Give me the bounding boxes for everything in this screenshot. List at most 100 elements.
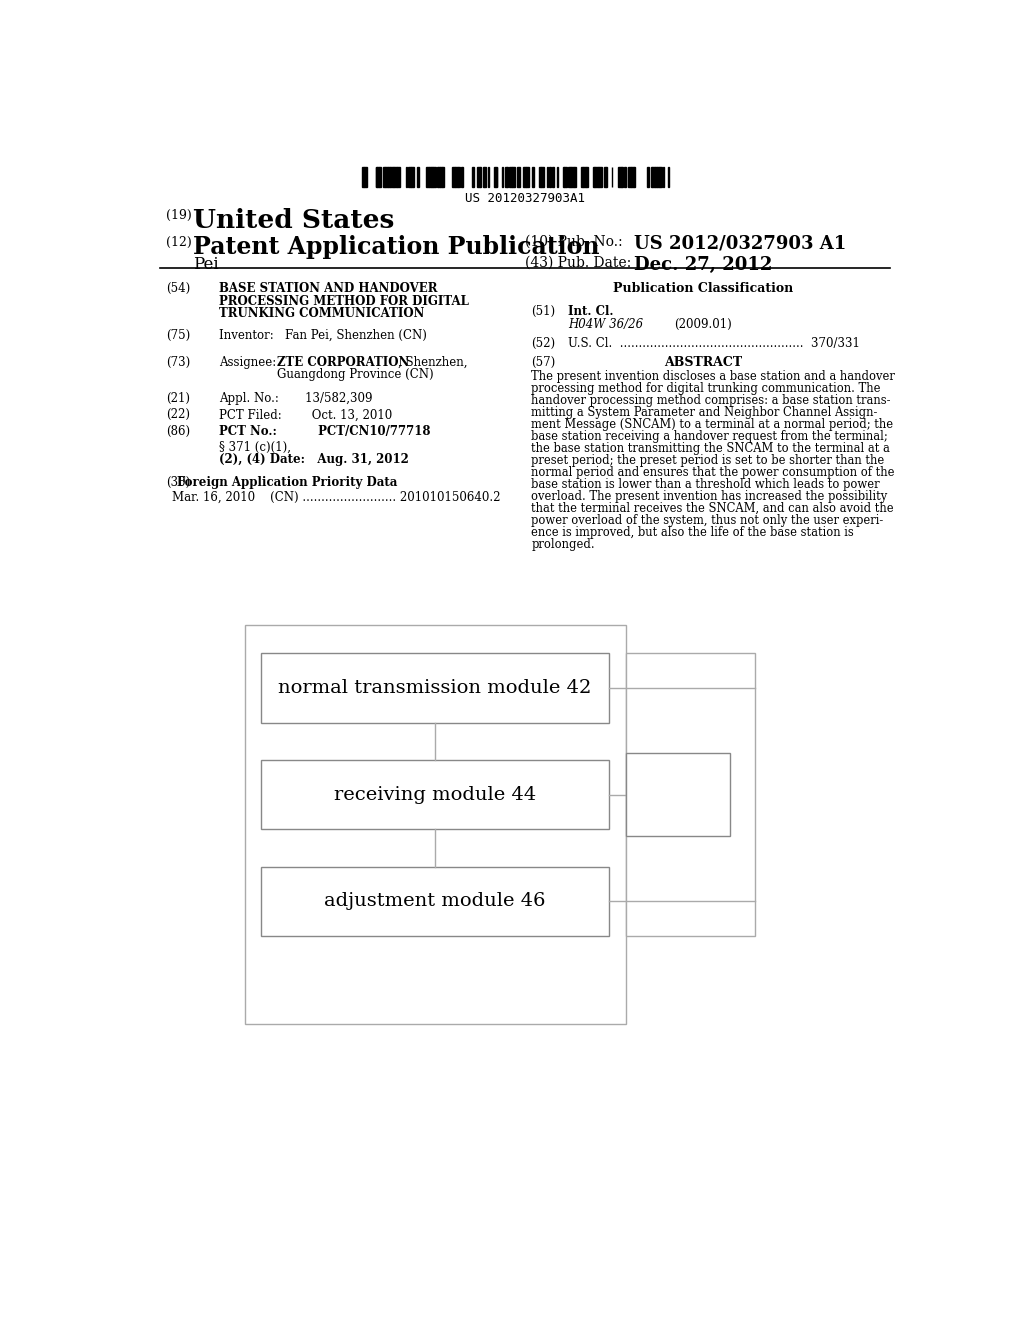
Text: that the terminal receives the SNCAM, and can also avoid the: that the terminal receives the SNCAM, an… [531, 502, 894, 515]
Text: U.S. Cl.  .................................................  370/331: U.S. Cl. ...............................… [568, 338, 860, 350]
Text: (2), (4) Date:   Aug. 31, 2012: (2), (4) Date: Aug. 31, 2012 [219, 453, 410, 466]
Text: base station is lower than a threshold which leads to power: base station is lower than a threshold w… [531, 478, 880, 491]
Bar [595, 166, 598, 187]
Bar [541, 166, 544, 187]
Bar [618, 166, 622, 187]
Bar [409, 166, 412, 187]
Bar [562, 166, 564, 187]
Bar [627, 653, 755, 936]
Text: Appl. No.:       13/582,309: Appl. No.: 13/582,309 [219, 392, 373, 405]
Text: Guangdong Province (CN): Guangdong Province (CN) [278, 368, 434, 380]
Text: adjustment module 46: adjustment module 46 [325, 892, 546, 911]
Text: ment Message (SNCAM) to a terminal at a normal period; the: ment Message (SNCAM) to a terminal at a … [531, 418, 893, 430]
Bar [484, 166, 486, 187]
Bar [362, 166, 365, 187]
Text: (54): (54) [166, 282, 190, 296]
Text: ence is improved, but also the life of the base station is: ence is improved, but also the life of t… [531, 525, 854, 539]
Bar [664, 166, 665, 187]
Bar [246, 624, 627, 1024]
Text: (57): (57) [531, 355, 555, 368]
Bar [393, 166, 396, 187]
Bar [632, 166, 635, 187]
Bar [380, 166, 381, 187]
Bar [568, 166, 570, 187]
Bar [462, 166, 463, 187]
Bar [442, 166, 444, 187]
Bar [455, 166, 458, 187]
Bar [506, 166, 507, 187]
Text: base station: base station [321, 653, 490, 680]
Bar [604, 166, 606, 187]
Text: Dec. 27, 2012: Dec. 27, 2012 [634, 256, 773, 275]
Bar [429, 166, 431, 187]
Bar [512, 166, 515, 187]
Text: (73): (73) [166, 355, 190, 368]
Bar [552, 166, 554, 187]
Text: normal period and ensures that the power consumption of the: normal period and ensures that the power… [531, 466, 895, 479]
Bar [426, 166, 429, 187]
Text: (51): (51) [531, 305, 555, 318]
Bar [657, 166, 659, 187]
Text: (52): (52) [531, 338, 555, 350]
Bar [550, 166, 551, 187]
Text: Patent Application Publication: Patent Application Publication [194, 235, 600, 259]
Bar [574, 166, 575, 187]
Text: power overload of the system, thus not only the user experi-: power overload of the system, thus not o… [531, 513, 884, 527]
Text: the base station transmitting the SNCAM to the terminal at a: the base station transmitting the SNCAM … [531, 442, 890, 455]
Bar [261, 867, 609, 936]
Bar [387, 166, 390, 187]
Text: preset period; the preset period is set to be shorter than the: preset period; the preset period is set … [531, 454, 885, 467]
Bar [557, 166, 558, 187]
Text: handover processing method comprises: a base station trans-: handover processing method comprises: a … [531, 393, 891, 407]
Bar [594, 166, 595, 187]
Text: Inventor:   Fan Pei, Shenzhen (CN): Inventor: Fan Pei, Shenzhen (CN) [219, 329, 427, 342]
Bar [385, 166, 387, 187]
Text: Foreign Application Priority Data: Foreign Application Priority Data [176, 475, 397, 488]
Bar [261, 760, 609, 829]
Text: US 20120327903A1: US 20120327903A1 [465, 191, 585, 205]
Text: overload. The present invention has increased the possibility: overload. The present invention has incr… [531, 490, 888, 503]
Text: Pei: Pei [194, 256, 219, 273]
Text: base station receiving a handover request from the terminal;: base station receiving a handover reques… [531, 430, 888, 442]
Bar [654, 166, 657, 187]
Bar [452, 166, 455, 187]
Text: PCT No.:          PCT/CN10/77718: PCT No.: PCT/CN10/77718 [219, 425, 431, 438]
Bar [526, 166, 529, 187]
Bar [624, 166, 626, 187]
Bar [502, 166, 503, 187]
Text: (86): (86) [166, 425, 190, 438]
Bar [472, 166, 474, 187]
Bar [586, 166, 588, 187]
Bar [581, 166, 584, 187]
Text: (10) Pub. No.:: (10) Pub. No.: [524, 235, 623, 248]
Text: TRUNKING COMMUNICATION: TRUNKING COMMUNICATION [219, 306, 425, 319]
Bar [458, 166, 460, 187]
Bar [412, 166, 415, 187]
Text: terminal: terminal [636, 785, 720, 804]
Text: BASE STATION AND HANDOVER: BASE STATION AND HANDOVER [219, 282, 438, 296]
Bar [646, 166, 649, 187]
Bar [652, 166, 654, 187]
Bar [494, 166, 497, 187]
Bar [437, 166, 440, 187]
Text: Assignee:: Assignee: [219, 355, 276, 368]
Text: receiving module 44: receiving module 44 [334, 785, 537, 804]
Text: (19): (19) [166, 210, 191, 222]
Bar [383, 166, 385, 187]
Bar [377, 166, 380, 187]
Text: (43) Pub. Date:: (43) Pub. Date: [524, 256, 631, 271]
Text: (12): (12) [166, 236, 191, 248]
Text: H04W 36/26: H04W 36/26 [568, 318, 643, 331]
Bar [396, 166, 399, 187]
Text: PCT Filed:        Oct. 13, 2010: PCT Filed: Oct. 13, 2010 [219, 408, 392, 421]
Bar [509, 166, 512, 187]
Bar [570, 166, 571, 187]
Bar [629, 166, 631, 187]
Bar [522, 166, 525, 187]
Bar [418, 166, 419, 187]
Bar [564, 166, 567, 187]
Text: The present invention discloses a base station and a handover: The present invention discloses a base s… [531, 370, 895, 383]
Bar [547, 166, 548, 187]
Text: (30): (30) [166, 475, 190, 488]
Text: (75): (75) [166, 329, 190, 342]
